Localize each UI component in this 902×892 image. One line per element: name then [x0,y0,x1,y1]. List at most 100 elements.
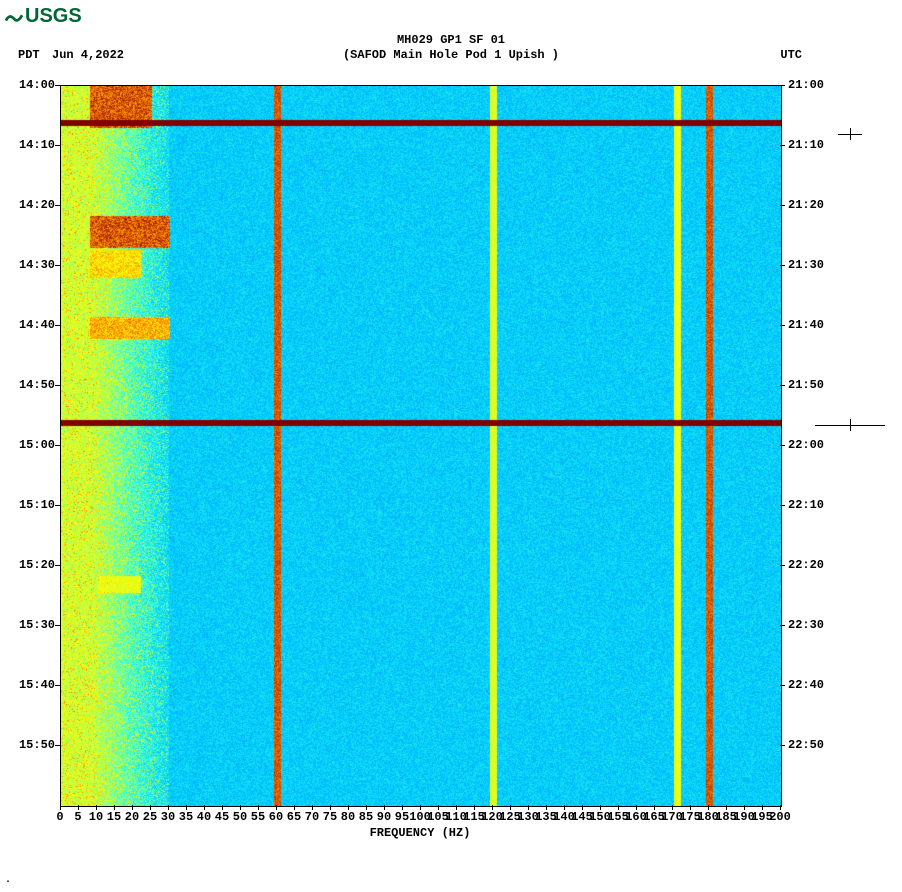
xtick-mark [312,805,313,810]
xtick: 20 [125,810,139,824]
xtick-mark [78,805,79,810]
ytick-right: 21:00 [788,78,838,92]
ytick-left: 14:10 [5,138,55,152]
ytick-mark [55,565,60,566]
ytick-left: 15:20 [5,558,55,572]
ytick-mark [55,325,60,326]
ytick-mark [780,505,785,506]
ytick-right: 21:30 [788,258,838,272]
header-title-1: MH029 GP1 SF 01 [0,33,902,47]
ytick-left: 14:20 [5,198,55,212]
xtick-mark [384,805,385,810]
xtick-mark [744,805,745,810]
ytick-mark [55,505,60,506]
ytick-left: 14:40 [5,318,55,332]
xtick-mark [672,805,673,810]
ytick-right: 21:40 [788,318,838,332]
usgs-text: USGS [25,5,82,28]
xtick-mark [546,805,547,810]
xtick-mark [690,805,691,810]
ytick-mark [780,445,785,446]
xtick-mark [402,805,403,810]
xtick: 35 [179,810,193,824]
ytick-mark [55,625,60,626]
ytick-right: 22:30 [788,618,838,632]
xtick: 15 [107,810,121,824]
ytick-right: 22:40 [788,678,838,692]
xtick: 70 [305,810,319,824]
xtick-mark [582,805,583,810]
ytick-mark [780,565,785,566]
xtick-mark [762,805,763,810]
xtick: 25 [143,810,157,824]
ytick-mark [55,265,60,266]
xtick-mark [348,805,349,810]
xtick-mark [438,805,439,810]
xtick: 40 [197,810,211,824]
xtick-mark [114,805,115,810]
x-axis-label: FREQUENCY (HZ) [60,826,780,840]
ytick-mark [55,205,60,206]
ytick-right: 21:50 [788,378,838,392]
xtick-mark [456,805,457,810]
xtick-mark [708,805,709,810]
ytick-mark [780,685,785,686]
xtick: 200 [769,810,791,824]
xtick-mark [492,805,493,810]
ytick-right: 22:50 [788,738,838,752]
ytick-left: 15:00 [5,438,55,452]
ytick-mark [55,445,60,446]
ytick-left: 15:30 [5,618,55,632]
xtick-mark [276,805,277,810]
ytick-left: 15:10 [5,498,55,512]
ytick-mark [780,625,785,626]
amplitude-tick [850,419,851,431]
ytick-left: 15:40 [5,678,55,692]
xtick-mark [96,805,97,810]
ytick-mark [55,685,60,686]
xtick-mark [132,805,133,810]
ytick-right: 22:10 [788,498,838,512]
amplitude-tick [850,128,851,140]
xtick: 55 [251,810,265,824]
xtick-mark [258,805,259,810]
xtick-mark [510,805,511,810]
bottom-left-mark: . [5,875,11,886]
header-right-tz: UTC [780,48,802,62]
ytick-mark [780,385,785,386]
ytick-mark [780,325,785,326]
ytick-mark [780,745,785,746]
xtick: 60 [269,810,283,824]
xtick: 95 [395,810,409,824]
xtick-mark [150,805,151,810]
usgs-logo: USGS [5,5,82,28]
xtick-mark [240,805,241,810]
ytick-right: 21:10 [788,138,838,152]
ytick-mark [780,265,785,266]
ytick-mark [780,205,785,206]
xtick-mark [60,805,61,810]
xtick-mark [186,805,187,810]
xtick-mark [618,805,619,810]
ytick-mark [55,385,60,386]
xtick-mark [726,805,727,810]
xtick: 45 [215,810,229,824]
xtick: 10 [89,810,103,824]
xtick: 65 [287,810,301,824]
xtick-mark [474,805,475,810]
xtick-mark [636,805,637,810]
ytick-right: 22:00 [788,438,838,452]
xtick-mark [564,805,565,810]
ytick-left: 14:30 [5,258,55,272]
xtick-mark [654,805,655,810]
xtick-mark [330,805,331,810]
xtick: 0 [56,810,63,824]
xtick-mark [204,805,205,810]
xtick-mark [528,805,529,810]
ytick-left: 14:50 [5,378,55,392]
xtick: 80 [341,810,355,824]
xtick: 75 [323,810,337,824]
xtick-mark [420,805,421,810]
ytick-mark [55,85,60,86]
xtick: 5 [74,810,81,824]
